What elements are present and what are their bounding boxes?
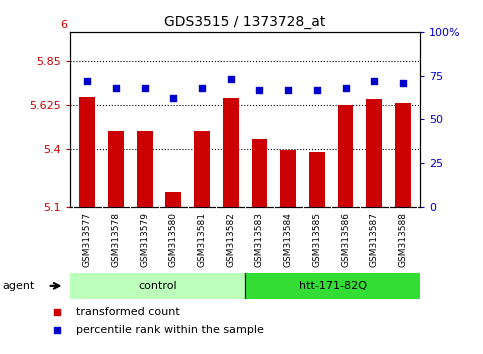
Bar <box>338 105 354 207</box>
Text: GSM313587: GSM313587 <box>370 212 379 267</box>
Text: GSM313578: GSM313578 <box>112 212 120 267</box>
Title: GDS3515 / 1373728_at: GDS3515 / 1373728_at <box>164 16 326 29</box>
Point <box>341 85 349 91</box>
Text: 6: 6 <box>61 20 68 30</box>
Bar <box>70 273 245 299</box>
Bar <box>395 103 411 207</box>
Bar <box>223 98 239 207</box>
Point <box>399 80 407 86</box>
Text: GSM313586: GSM313586 <box>341 212 350 267</box>
Point <box>227 76 235 82</box>
Text: control: control <box>138 281 177 291</box>
Text: GSM313585: GSM313585 <box>313 212 321 267</box>
Bar <box>309 152 325 207</box>
Bar <box>245 273 420 299</box>
Text: GSM313580: GSM313580 <box>169 212 178 267</box>
Text: GSM313584: GSM313584 <box>284 212 293 267</box>
Point <box>284 87 292 92</box>
Text: htt-171-82Q: htt-171-82Q <box>298 281 367 291</box>
Text: GSM313583: GSM313583 <box>255 212 264 267</box>
Point <box>256 87 263 92</box>
Bar <box>166 193 181 207</box>
Point <box>112 85 120 91</box>
Point <box>370 78 378 84</box>
Point <box>53 309 61 315</box>
Point <box>84 78 91 84</box>
Point <box>313 87 321 92</box>
Text: GSM313577: GSM313577 <box>83 212 92 267</box>
Bar <box>194 131 210 207</box>
Point <box>141 85 149 91</box>
Text: GSM313588: GSM313588 <box>398 212 408 267</box>
Point <box>170 96 177 101</box>
Bar <box>137 131 153 207</box>
Point <box>53 327 61 333</box>
Text: GSM313581: GSM313581 <box>198 212 207 267</box>
Bar <box>79 97 95 207</box>
Text: GSM313582: GSM313582 <box>226 212 235 267</box>
Text: transformed count: transformed count <box>76 307 180 317</box>
Point <box>198 85 206 91</box>
Text: agent: agent <box>2 281 35 291</box>
Bar <box>280 150 296 207</box>
Text: GSM313579: GSM313579 <box>140 212 149 267</box>
Bar <box>252 139 268 207</box>
Bar <box>367 99 382 207</box>
Bar <box>108 131 124 207</box>
Text: percentile rank within the sample: percentile rank within the sample <box>76 325 264 335</box>
